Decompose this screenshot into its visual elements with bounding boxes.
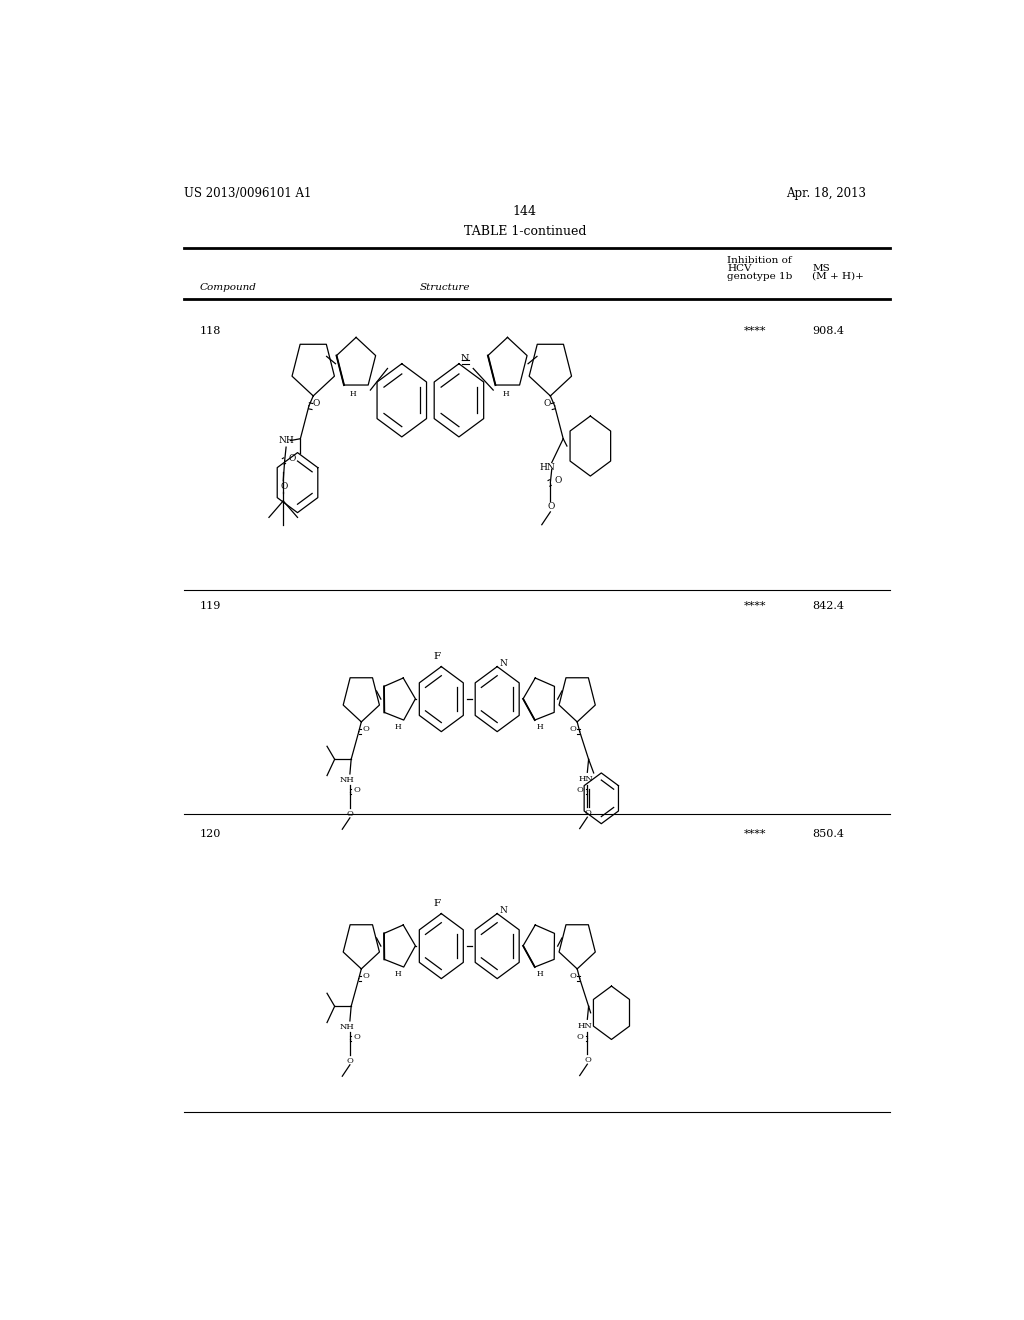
- Text: Apr. 18, 2013: Apr. 18, 2013: [786, 187, 866, 201]
- Text: HCV: HCV: [727, 264, 752, 273]
- Text: O: O: [312, 400, 319, 408]
- Text: 850.4: 850.4: [812, 829, 844, 840]
- Text: 120: 120: [200, 829, 221, 840]
- Text: O: O: [362, 725, 370, 733]
- Text: NH: NH: [279, 436, 294, 445]
- Text: Structure: Structure: [420, 282, 471, 292]
- Text: F: F: [434, 899, 441, 908]
- Text: O: O: [569, 972, 577, 979]
- Text: O: O: [577, 785, 584, 793]
- Text: O: O: [547, 502, 555, 511]
- Text: 118: 118: [200, 326, 221, 337]
- Text: H: H: [537, 970, 544, 978]
- Text: N: N: [461, 354, 469, 363]
- Text: 908.4: 908.4: [812, 326, 844, 337]
- Text: Inhibition of: Inhibition of: [727, 256, 792, 264]
- Text: O: O: [585, 809, 591, 817]
- Text: O: O: [289, 454, 296, 463]
- Text: H: H: [395, 723, 401, 731]
- Text: 144: 144: [513, 205, 537, 218]
- Text: 842.4: 842.4: [812, 601, 844, 611]
- Text: NH: NH: [340, 1023, 354, 1031]
- Text: NH: NH: [340, 776, 354, 784]
- Text: Compound: Compound: [200, 282, 256, 292]
- Text: O: O: [362, 972, 370, 979]
- Text: O: O: [577, 1032, 584, 1040]
- Text: HN: HN: [578, 1022, 592, 1030]
- Text: ****: ****: [743, 326, 766, 337]
- Text: O: O: [347, 1057, 354, 1065]
- Text: O: O: [353, 1034, 360, 1041]
- Text: 119: 119: [200, 601, 221, 611]
- Text: HN: HN: [579, 775, 594, 783]
- Text: ****: ****: [743, 829, 766, 840]
- Text: N: N: [500, 906, 508, 915]
- Text: O: O: [347, 810, 354, 818]
- Text: O: O: [555, 477, 562, 486]
- Text: US 2013/0096101 A1: US 2013/0096101 A1: [183, 187, 311, 201]
- Text: N: N: [500, 659, 508, 668]
- Text: MS: MS: [812, 264, 829, 273]
- Text: ****: ****: [743, 601, 766, 611]
- Text: O: O: [353, 787, 360, 795]
- Text: H: H: [503, 389, 509, 397]
- Text: O: O: [281, 482, 288, 491]
- Text: H: H: [350, 389, 356, 397]
- Text: O: O: [585, 1056, 591, 1064]
- Text: O: O: [544, 400, 551, 408]
- Text: (M + H)+: (M + H)+: [812, 272, 864, 281]
- Text: H: H: [537, 723, 544, 731]
- Text: genotype 1b: genotype 1b: [727, 272, 793, 281]
- Text: F: F: [434, 652, 441, 661]
- Text: O: O: [569, 725, 577, 733]
- Text: TABLE 1-continued: TABLE 1-continued: [464, 226, 586, 238]
- Text: HN: HN: [540, 463, 555, 473]
- Text: H: H: [395, 970, 401, 978]
